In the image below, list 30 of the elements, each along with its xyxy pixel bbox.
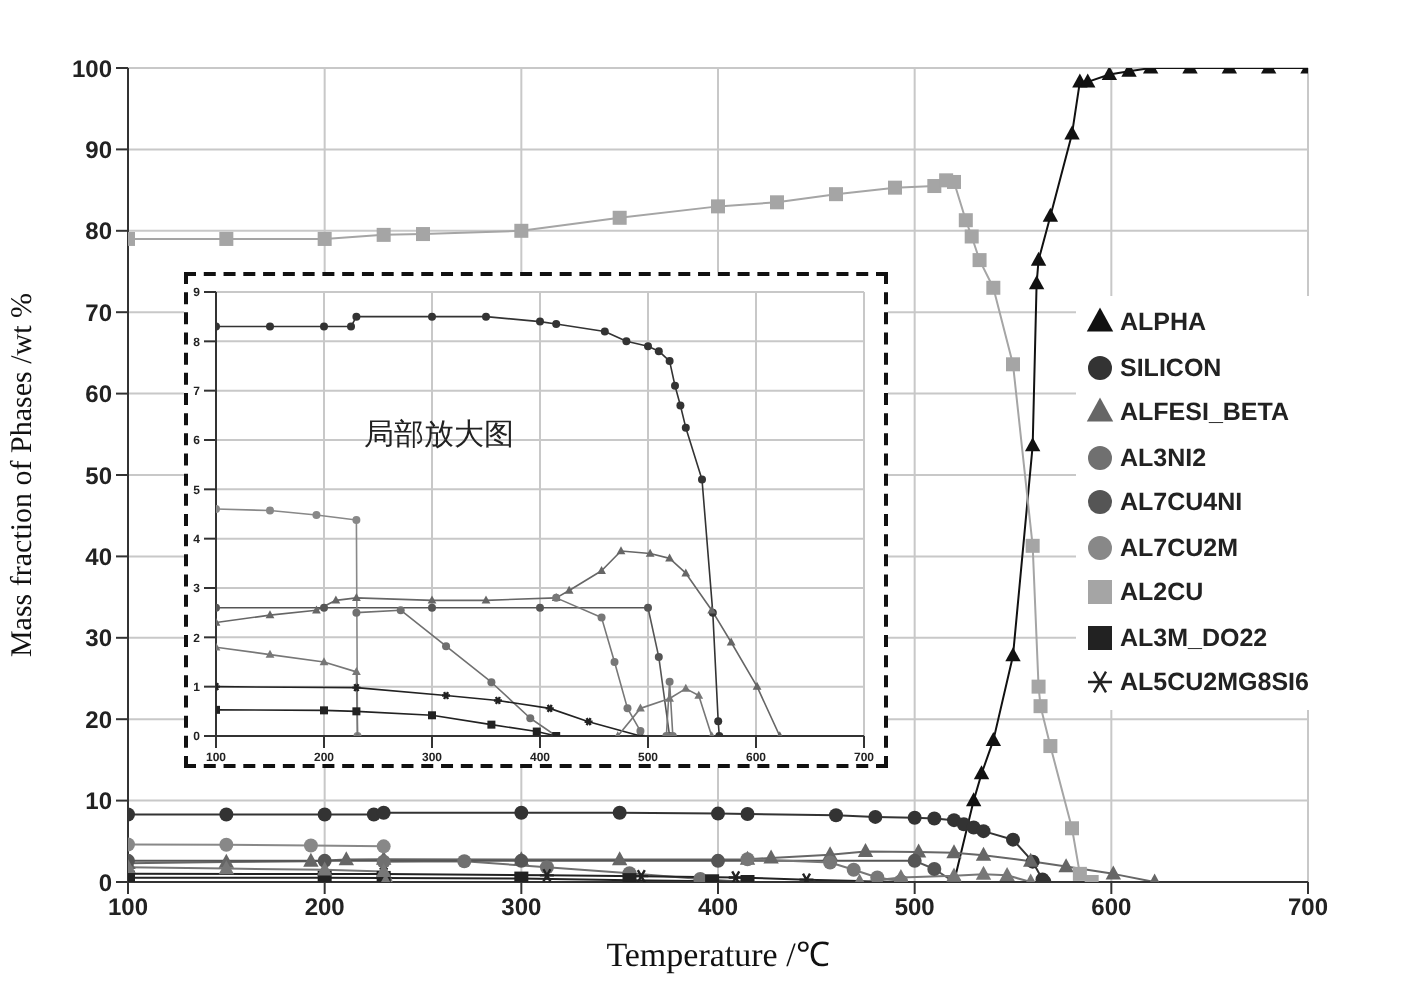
legend-label: ALFESI_BETA [1120, 398, 1289, 427]
y-tick-label: 70 [85, 298, 113, 327]
y-tick-label: 10 [85, 787, 113, 816]
y-tick-label: 30 [85, 624, 113, 653]
annotation: 局部放大图 [364, 416, 514, 454]
y-tick-label: 90 [85, 135, 113, 164]
legend-label: AL3NI2 [1120, 443, 1207, 472]
y-tick-label: 60 [85, 380, 113, 409]
y-tick-label: 0 [98, 868, 113, 897]
x-tick-label: 100 [107, 893, 149, 922]
legend-label: AL7CU4NI [1120, 488, 1243, 517]
x-axis-title: Temperature /℃ [606, 936, 830, 974]
x-tick-label: 700 [1287, 893, 1329, 922]
legend-label: AL5CU2MG8SI6 [1120, 668, 1309, 697]
x-tick-label: 200 [304, 893, 346, 922]
x-tick-label: 500 [894, 893, 936, 922]
y-tick-label: 80 [85, 217, 113, 246]
legend-label: AL7CU2M [1120, 533, 1239, 562]
x-tick-label: 300 [501, 893, 542, 922]
y-tick-label: 20 [85, 705, 113, 734]
y-tick-label: 40 [85, 542, 113, 571]
legend-label: ALPHA [1120, 308, 1207, 337]
legend-label: SILICON [1120, 353, 1222, 382]
legend-label: AL2CU [1120, 578, 1204, 607]
y-tick-label: 100 [71, 54, 113, 83]
y-axis-title: Mass fraction of Phases /wt % [6, 292, 39, 658]
x-tick-label: 600 [1091, 893, 1132, 922]
legend-label: AL3M_DO22 [1120, 623, 1268, 652]
x-tick-label: 400 [697, 893, 739, 922]
y-tick-label: 50 [85, 461, 113, 490]
